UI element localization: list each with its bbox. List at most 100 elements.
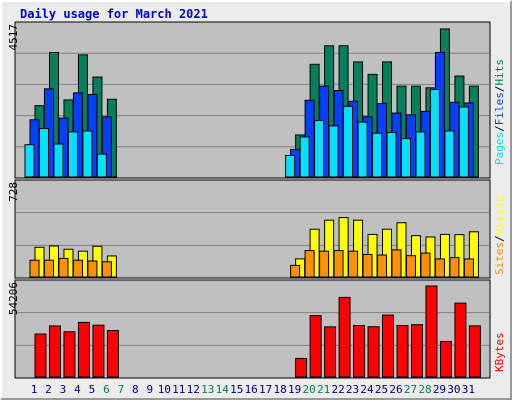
legend-sep: / [493,235,506,242]
day-label-2: 2 [45,383,52,396]
bar-pages-day-25 [372,132,383,178]
bar-sites-day-28 [420,252,431,278]
day-label-12: 12 [187,383,200,396]
day-label-6: 6 [103,383,110,396]
bar-pages-day-3 [53,143,64,178]
bar-sites-day-26 [391,249,402,278]
day-label-23: 23 [346,383,359,396]
bar-kbytes-day-6 [106,330,119,378]
day-label-13: 13 [201,383,214,396]
legend-sep: / [493,86,506,93]
bar-sites-day-20 [304,250,315,278]
bottom-max-label: 54206 [7,282,20,315]
bar-pages-day-5 [82,130,93,178]
day-label-4: 4 [74,383,81,396]
bar-sites-day-23 [348,250,359,278]
day-label-5: 5 [89,383,96,396]
bar-kbytes-day-20 [309,315,322,378]
bar-kbytes-day-5 [92,324,105,378]
bar-kbytes-day-23 [353,324,366,378]
day-label-27: 27 [404,383,417,396]
day-label-17: 17 [259,383,272,396]
bar-sites-day-19 [290,264,301,278]
top-max-label: 4517 [7,24,20,51]
bar-sites-day-4 [72,259,83,278]
day-label-26: 26 [389,383,402,396]
legend-kbytes: KBytes [493,332,506,372]
day-label-30: 30 [447,383,460,396]
day-label-10: 10 [158,383,171,396]
legend-top: Pages/Files/Hits [493,59,506,165]
day-label-8: 8 [132,383,139,396]
bar-sites-day-22 [333,250,344,278]
bar-kbytes-day-29 [439,340,452,378]
bar-sites-day-6 [101,261,112,278]
bar-pages-day-2 [38,128,49,178]
day-label-18: 18 [274,383,287,396]
bar-sites-day-1 [29,259,40,278]
bar-sites-day-21 [319,250,330,278]
day-label-9: 9 [147,383,154,396]
bar-pages-day-1 [24,144,35,178]
legend-pages: Pages [493,132,506,165]
bar-kbytes-day-28 [425,285,438,378]
middle-max-label: 728 [7,182,20,202]
bar-pages-day-28 [415,131,426,178]
legend-visits: Visits [493,196,506,236]
bar-kbytes-day-4 [77,321,90,378]
bar-kbytes-day-22 [338,296,351,378]
bar-kbytes-day-30 [454,302,467,378]
day-label-3: 3 [60,383,67,396]
bar-pages-day-21 [314,119,325,178]
legend-sep: / [493,125,506,132]
day-label-14: 14 [216,383,230,396]
day-label-29: 29 [433,383,446,396]
bar-sites-day-25 [377,254,388,278]
bar-sites-day-27 [405,255,416,278]
day-label-25: 25 [375,383,388,396]
legend-middle: Sites/Visits [493,196,506,276]
bar-kbytes-day-19 [295,357,308,378]
bar-sites-day-29 [434,258,445,278]
bar-sites-day-5 [87,260,98,278]
bar-pages-day-4 [67,131,78,178]
bar-pages-day-20 [299,136,310,178]
bar-kbytes-day-3 [63,331,76,378]
bar-pages-day-6 [96,153,107,178]
day-label-28: 28 [418,383,431,396]
day-label-1: 1 [31,383,38,396]
bar-kbytes-day-31 [468,325,481,378]
bar-pages-day-26 [386,132,397,178]
bar-pages-day-19 [285,154,296,178]
day-label-22: 22 [331,383,344,396]
bar-kbytes-day-25 [382,314,395,378]
bar-pages-day-31 [458,106,469,178]
bar-sites-day-31 [463,258,474,278]
bar-kbytes-day-2 [48,325,61,378]
bar-pages-day-23 [343,105,354,178]
legend-sites: Sites [493,242,506,275]
bar-kbytes-day-27 [410,324,423,378]
bar-sites-day-3 [58,257,69,278]
day-label-11: 11 [172,383,185,396]
day-label-31: 31 [462,383,475,396]
day-label-19: 19 [288,383,301,396]
chart-title: Daily usage for March 2021 [20,7,208,21]
day-label-24: 24 [360,383,374,396]
bar-sites-day-24 [362,253,373,278]
day-label-16: 16 [245,383,258,396]
bar-pages-day-24 [357,121,368,178]
bar-kbytes-day-21 [324,326,337,378]
legend-files: Files [493,92,506,125]
day-label-21: 21 [317,383,330,396]
bar-pages-day-27 [400,138,411,178]
legend-bottom: KBytes [493,332,506,372]
bar-pages-day-22 [328,125,339,178]
day-label-20: 20 [302,383,315,396]
bar-pages-day-29 [429,89,440,178]
bar-sites-day-2 [43,259,54,278]
bar-pages-day-30 [444,130,455,178]
day-label-7: 7 [118,383,125,396]
bar-kbytes-day-24 [367,326,380,378]
